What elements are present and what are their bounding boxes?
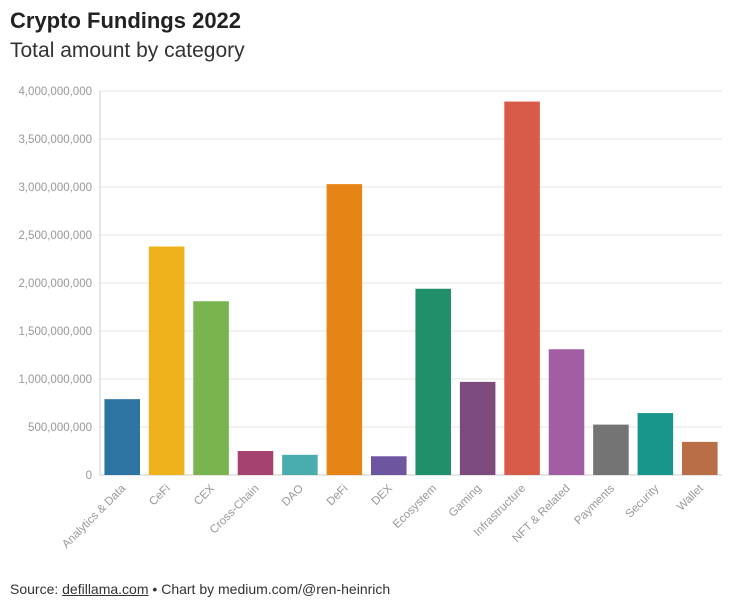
bar-gaming [459, 381, 496, 475]
bar-ecosystem [415, 288, 451, 475]
x-tick-label: Security [624, 482, 662, 520]
x-tick-label: DeFi [325, 483, 351, 509]
bar-dao [282, 454, 318, 475]
bar-cex [193, 301, 229, 475]
bar-defi [326, 184, 363, 475]
x-tick-label: DAO [280, 483, 306, 509]
y-tick-label: 3,500,000,000 [18, 134, 92, 146]
x-tick-label: CeFi [147, 483, 173, 509]
y-tick-label: 0 [86, 470, 92, 482]
source-link[interactable]: defillama.com [62, 581, 149, 597]
bar-infrastructure [504, 101, 540, 475]
y-tick-label: 4,000,000,000 [18, 86, 92, 98]
bar-cefi [148, 246, 185, 475]
y-tick-label: 500,000,000 [28, 422, 92, 434]
x-tick-label: CEX [192, 482, 217, 507]
bar-nft-related [548, 349, 585, 475]
x-tick-label: Gaming [447, 483, 484, 520]
chart-subtitle: Total amount by category [10, 39, 245, 62]
y-tick-label: 2,000,000,000 [18, 278, 92, 290]
y-tick-label: 3,000,000,000 [18, 182, 92, 194]
x-tick-label: Payments [572, 482, 617, 527]
chart-credit: Chart by medium.com/@ren-heinrich [161, 581, 391, 597]
bar-cross-chain [237, 451, 274, 475]
bar-dex [371, 456, 407, 475]
x-tick-label: Ecosystem [391, 483, 439, 531]
x-tick-label: Analytics & Data [60, 482, 129, 551]
bar-wallet [682, 441, 718, 475]
x-tick-label: DEX [370, 482, 395, 507]
y-axis-ticks: 0 500,000,000 1,000,000,000 1,500,000,000 2,… [18, 86, 92, 482]
bar-security [637, 413, 674, 475]
y-tick-label: 2,500,000,000 [18, 230, 92, 242]
footer-separator: • [152, 581, 158, 597]
x-tick-label: Wallet [675, 482, 706, 513]
bar-payments [593, 424, 629, 475]
bars [104, 101, 718, 475]
footer: Source: defillama.com • Chart by medium.… [10, 581, 390, 597]
y-tick-label: 1,000,000,000 [18, 374, 92, 386]
bar-analytics-data [104, 399, 140, 475]
source-label: Source: [10, 581, 59, 597]
chart-title: Crypto Fundings 2022 [10, 8, 242, 33]
y-tick-label: 1,500,000,000 [18, 326, 92, 338]
